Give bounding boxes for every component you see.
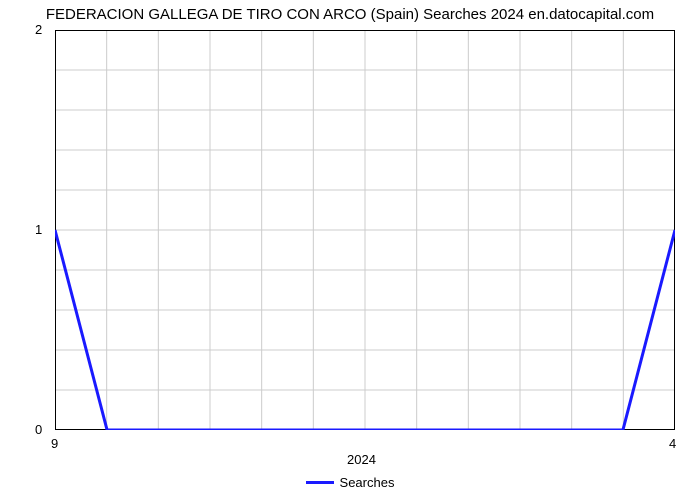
ytick-0: 0 bbox=[35, 422, 42, 437]
xtick-left: 9 bbox=[51, 436, 58, 451]
legend-label: Searches bbox=[340, 475, 395, 490]
plot-area bbox=[55, 30, 675, 430]
legend-swatch bbox=[306, 481, 334, 484]
searches-chart: FEDERACION GALLEGA DE TIRO CON ARCO (Spa… bbox=[0, 0, 700, 500]
ytick-2: 2 bbox=[35, 22, 42, 37]
chart-title: FEDERACION GALLEGA DE TIRO CON ARCO (Spa… bbox=[0, 6, 700, 23]
xtick-right: 4 bbox=[669, 436, 676, 451]
ytick-1: 1 bbox=[35, 222, 42, 237]
xtick-center: 2024 bbox=[347, 452, 376, 467]
legend: Searches bbox=[0, 474, 700, 490]
